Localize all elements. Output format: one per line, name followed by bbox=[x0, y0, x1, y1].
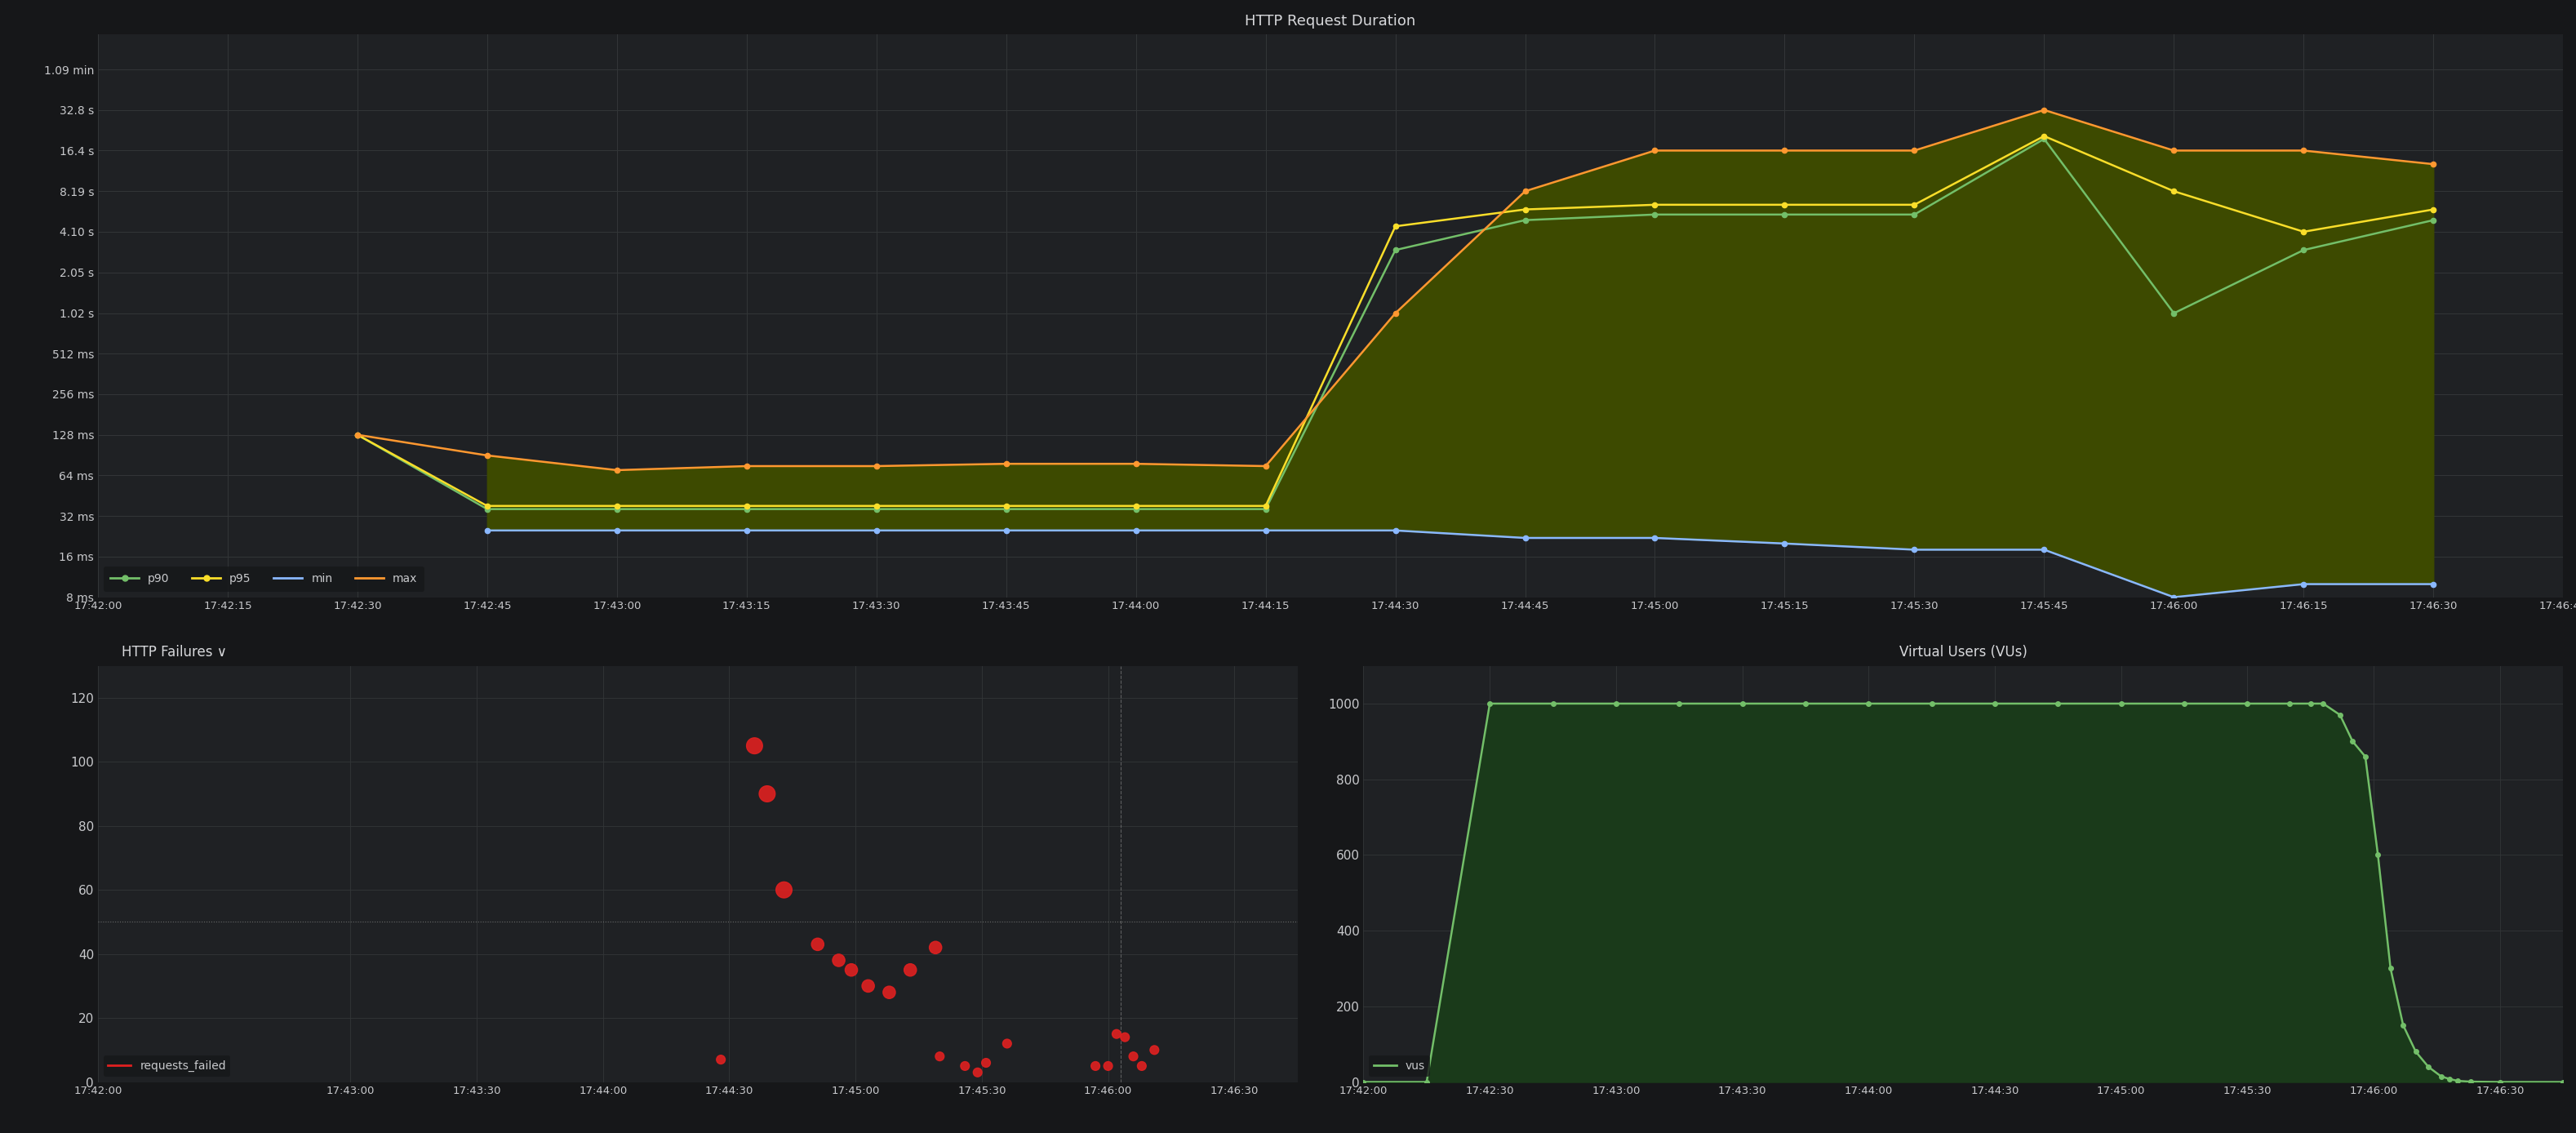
Point bbox=[958, 1064, 999, 1082]
Point bbox=[987, 1034, 1028, 1053]
Title: Virtual Users (VUs): Virtual Users (VUs) bbox=[1899, 646, 2027, 659]
Point bbox=[966, 1054, 1007, 1072]
Legend: p90, p95, min, max: p90, p95, min, max bbox=[103, 566, 425, 591]
Text: HTTP Failures ∨: HTTP Failures ∨ bbox=[121, 646, 227, 659]
Point bbox=[701, 1050, 742, 1068]
Point bbox=[796, 935, 837, 953]
Legend: requests_failed: requests_failed bbox=[103, 1056, 232, 1076]
Point bbox=[747, 785, 788, 803]
Point bbox=[889, 961, 930, 979]
Point bbox=[914, 938, 956, 956]
Point bbox=[1087, 1057, 1128, 1075]
Point bbox=[920, 1047, 961, 1065]
Point bbox=[1113, 1047, 1154, 1065]
Point bbox=[1095, 1025, 1136, 1043]
Point bbox=[848, 977, 889, 995]
Point bbox=[1121, 1057, 1162, 1075]
Point bbox=[1074, 1057, 1115, 1075]
Point bbox=[868, 983, 909, 1002]
Point bbox=[1133, 1041, 1175, 1059]
Point bbox=[945, 1057, 987, 1075]
Point bbox=[1105, 1028, 1146, 1046]
Point bbox=[734, 736, 775, 755]
Point bbox=[819, 952, 860, 970]
Title: HTTP Request Duration: HTTP Request Duration bbox=[1244, 14, 1417, 28]
Point bbox=[829, 961, 871, 979]
Point bbox=[762, 880, 804, 898]
Legend: vus: vus bbox=[1370, 1056, 1430, 1076]
